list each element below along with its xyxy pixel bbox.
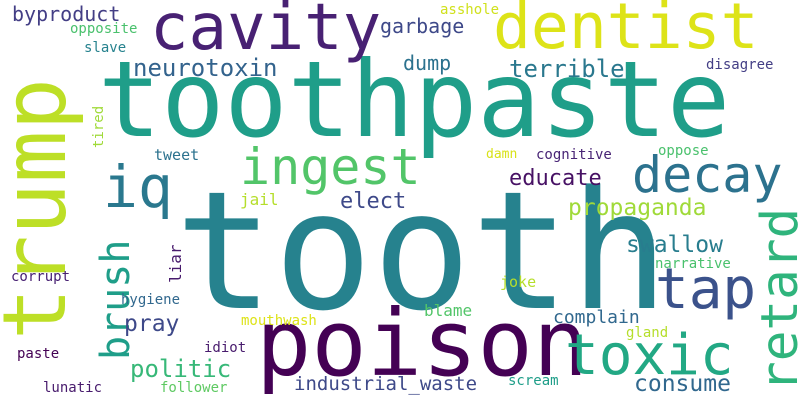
word-elect: elect — [340, 189, 407, 214]
word-asshole: asshole — [440, 2, 500, 18]
word-byproduct: byproduct — [12, 2, 121, 26]
word-dump: dump — [403, 51, 452, 75]
word-tweet: tweet — [154, 146, 200, 164]
word-tired: tired — [91, 105, 107, 148]
word-tooth: tooth — [175, 156, 669, 347]
word-blame: blame — [424, 301, 473, 320]
word-idiot: idiot — [204, 340, 247, 356]
word-joke: joke — [500, 273, 537, 291]
word-liar: liar — [166, 244, 185, 283]
word-narrative: narrative — [655, 256, 731, 272]
word-cavity: cavity — [150, 0, 382, 65]
word-swallow: swallow — [626, 232, 723, 258]
word-opposite: opposite — [70, 21, 138, 37]
word-hygiene: hygiene — [121, 292, 181, 308]
word-decay: decay — [632, 146, 783, 204]
word-toxic: toxic — [565, 323, 734, 388]
word-damn: damn — [486, 147, 518, 162]
word-corrupt: corrupt — [11, 269, 71, 285]
word-neurotoxin: neurotoxin — [133, 54, 278, 82]
word-dentist: dentist — [493, 0, 759, 63]
word-paste: paste — [17, 346, 60, 362]
word-disagree: disagree — [706, 57, 774, 73]
word-educate: educate — [509, 166, 602, 191]
word-industrial-waste: industrial_waste — [294, 373, 478, 395]
word-garbage: garbage — [380, 14, 465, 38]
word-cognitive: cognitive — [536, 147, 612, 163]
word-toothpaste: toothpaste — [98, 39, 731, 161]
word-tap: tap — [655, 257, 757, 322]
word-scream: scream — [508, 373, 559, 389]
word-ingest: ingest — [240, 138, 421, 196]
word-oppose: oppose — [658, 143, 709, 159]
word-trump: trump — [0, 78, 86, 340]
word-propaganda: propaganda — [568, 195, 707, 221]
word-mouthwash: mouthwash — [241, 313, 317, 329]
word-lunatic: lunatic — [43, 380, 103, 396]
word-gland: gland — [626, 325, 669, 341]
word-iq: iq — [103, 153, 173, 221]
word-complain: complain — [553, 307, 640, 328]
word-politic: politic — [130, 355, 232, 383]
word-retard: retard — [751, 207, 800, 392]
word-follower: follower — [160, 380, 228, 396]
word-terrible: terrible — [509, 55, 625, 83]
word-consume: consume — [634, 371, 731, 397]
word-poison: poison — [256, 290, 589, 397]
word-pray: pray — [124, 311, 180, 337]
word-jail: jail — [240, 190, 279, 209]
word-slave: slave — [84, 40, 127, 56]
